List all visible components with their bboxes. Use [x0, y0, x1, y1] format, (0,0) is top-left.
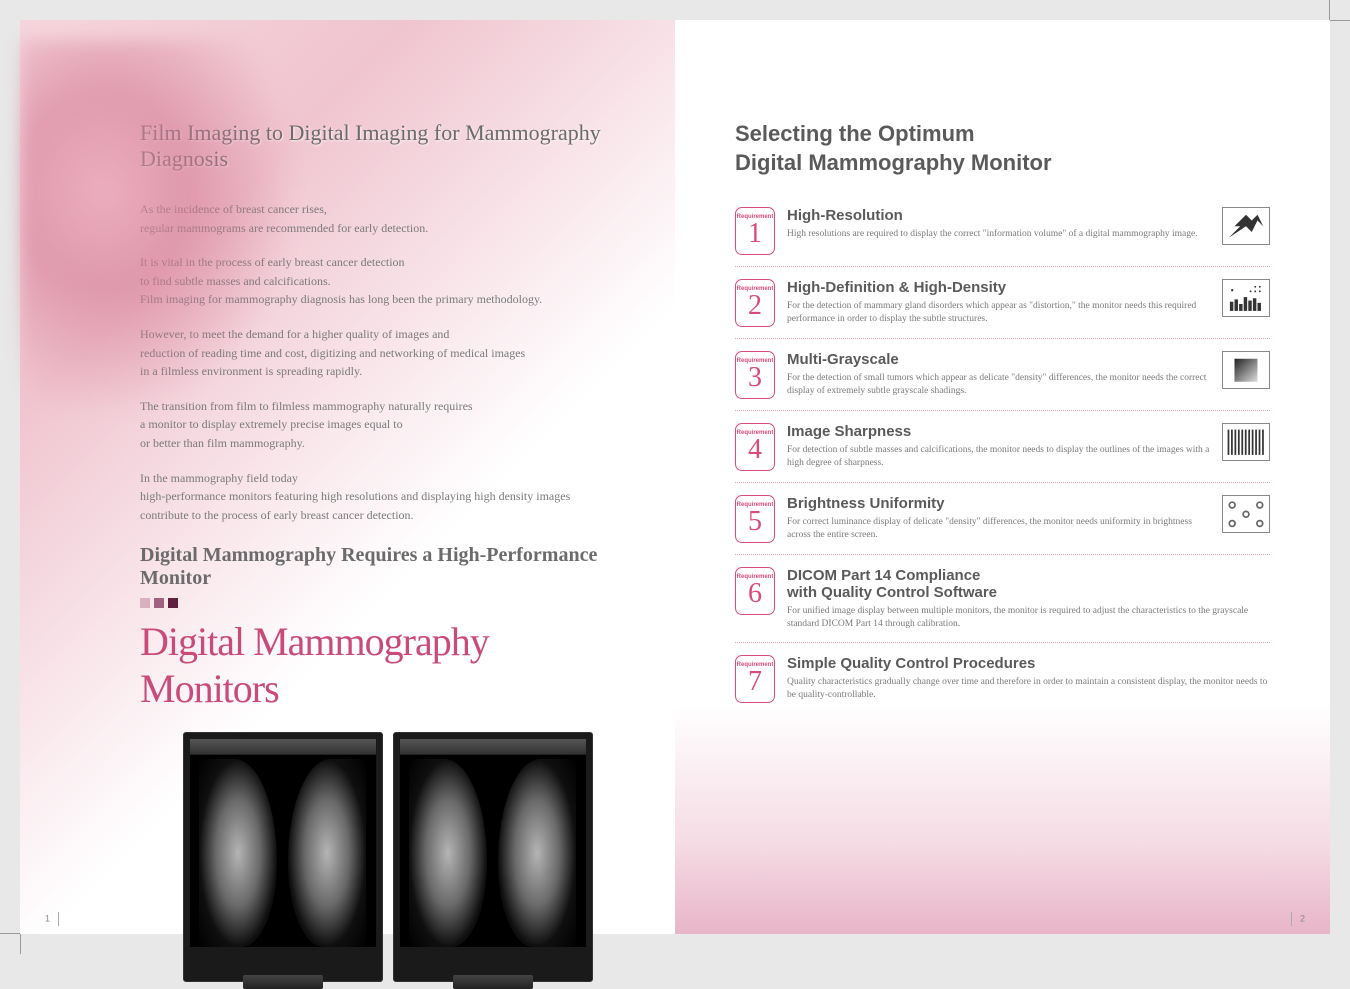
left-paragraph: It is vital in the process of early brea… [140, 253, 635, 309]
requirement-description: For the detection of mammary gland disor… [787, 300, 1210, 326]
requirement-icon [1222, 351, 1270, 389]
requirement-badge: Requirement 2 [735, 279, 775, 327]
page-number-left: 1 [45, 912, 59, 926]
requirement-title: Image Sharpness [787, 423, 1210, 440]
mammogram-image [409, 759, 487, 947]
requirement-content: Brightness Uniformity For correct lumina… [787, 495, 1210, 543]
requirement-badge-number: 6 [748, 580, 762, 608]
requirement-block: Requirement 7 Simple Quality Control Pro… [735, 655, 1270, 715]
requirement-badge: Requirement 5 [735, 495, 775, 543]
monitor-toolbar [190, 739, 376, 755]
requirement-badge-number: 2 [748, 292, 762, 320]
monitor-right [393, 732, 593, 982]
requirement-badge: Requirement 6 [735, 567, 775, 615]
requirement-title: Simple Quality Control Procedures [787, 655, 1270, 672]
monitor-stand [243, 975, 323, 989]
requirement-description: For correct luminance display of delicat… [787, 516, 1210, 542]
requirement-badge-number: 1 [748, 220, 762, 248]
requirement-content: Multi-Grayscale For the detection of sma… [787, 351, 1210, 399]
requirement-badge-number: 5 [748, 508, 762, 536]
requirement-title: High-Definition & High-Density [787, 279, 1210, 296]
requirement-badge: Requirement 3 [735, 351, 775, 399]
requirement-block: Requirement 1 High-Resolution High resol… [735, 207, 1270, 267]
requirement-description: Quality characteristics gradually change… [787, 676, 1270, 702]
requirement-content: Image Sharpness For detection of subtle … [787, 423, 1210, 471]
requirement-description: High resolutions are required to display… [787, 228, 1210, 241]
requirement-title: Brightness Uniformity [787, 495, 1210, 512]
requirement-description: For the detection of small tumors which … [787, 372, 1210, 398]
square-icon [168, 598, 178, 608]
requirement-block: Requirement 2 High-Definition & High-Den… [735, 279, 1270, 339]
requirement-content: Simple Quality Control Procedures Qualit… [787, 655, 1270, 703]
left-page-title: Film Imaging to Digital Imaging for Mamm… [140, 120, 635, 172]
monitor-stand [453, 975, 533, 989]
monitor-left [183, 732, 383, 982]
requirement-icon [1222, 279, 1270, 317]
requirement-block: Requirement 4 Image Sharpness For detect… [735, 423, 1270, 483]
left-paragraph: As the incidence of breast cancer rises,… [140, 200, 635, 237]
mammogram-image [288, 759, 366, 947]
left-paragraph: The transition from film to filmless mam… [140, 397, 635, 453]
monitor-toolbar [400, 739, 586, 755]
left-page: Film Imaging to Digital Imaging for Mamm… [20, 20, 675, 934]
left-paragraph: In the mammography field today high-perf… [140, 469, 635, 525]
requirement-title: Multi-Grayscale [787, 351, 1210, 368]
right-page: Selecting the Optimum Digital Mammograph… [675, 20, 1330, 934]
requirement-block: Requirement 3 Multi-Grayscale For the de… [735, 351, 1270, 411]
requirement-badge-number: 4 [748, 436, 762, 464]
requirement-description: For detection of subtle masses and calci… [787, 444, 1210, 470]
decorative-squares [140, 598, 635, 608]
right-page-title: Selecting the Optimum Digital Mammograph… [735, 120, 1270, 177]
requirement-badge: Requirement 1 [735, 207, 775, 255]
requirement-icon [1222, 495, 1270, 533]
requirement-badge: Requirement 7 [735, 655, 775, 703]
requirement-badge-number: 3 [748, 364, 762, 392]
requirements-list: Requirement 1 High-Resolution High resol… [735, 207, 1270, 715]
monitor-illustrations [140, 732, 635, 982]
requirement-block: Requirement 5 Brightness Uniformity For … [735, 495, 1270, 555]
requirement-icon [1222, 207, 1270, 245]
requirement-content: High-Definition & High-Density For the d… [787, 279, 1210, 327]
page-number-right: 2 [1291, 912, 1305, 926]
mammogram-image [199, 759, 277, 947]
requirement-badge: Requirement 4 [735, 423, 775, 471]
brochure-spread: Film Imaging to Digital Imaging for Mamm… [20, 20, 1330, 934]
requirement-content: DICOM Part 14 Compliance with Quality Co… [787, 567, 1270, 631]
big-product-title: Digital Mammography Monitors [140, 618, 635, 712]
mammogram-image [498, 759, 576, 947]
left-subtitle: Digital Mammography Requires a High-Perf… [140, 544, 635, 590]
requirement-title: DICOM Part 14 Compliance with Quality Co… [787, 567, 1270, 601]
requirement-icon [1222, 423, 1270, 461]
square-icon [154, 598, 164, 608]
square-icon [140, 598, 150, 608]
left-paragraph: However, to meet the demand for a higher… [140, 325, 635, 381]
requirement-block: Requirement 6 DICOM Part 14 Compliance w… [735, 567, 1270, 643]
requirement-title: High-Resolution [787, 207, 1210, 224]
requirement-content: High-Resolution High resolutions are req… [787, 207, 1210, 255]
requirement-description: For unified image display between multip… [787, 605, 1270, 631]
requirement-badge-number: 7 [748, 668, 762, 696]
